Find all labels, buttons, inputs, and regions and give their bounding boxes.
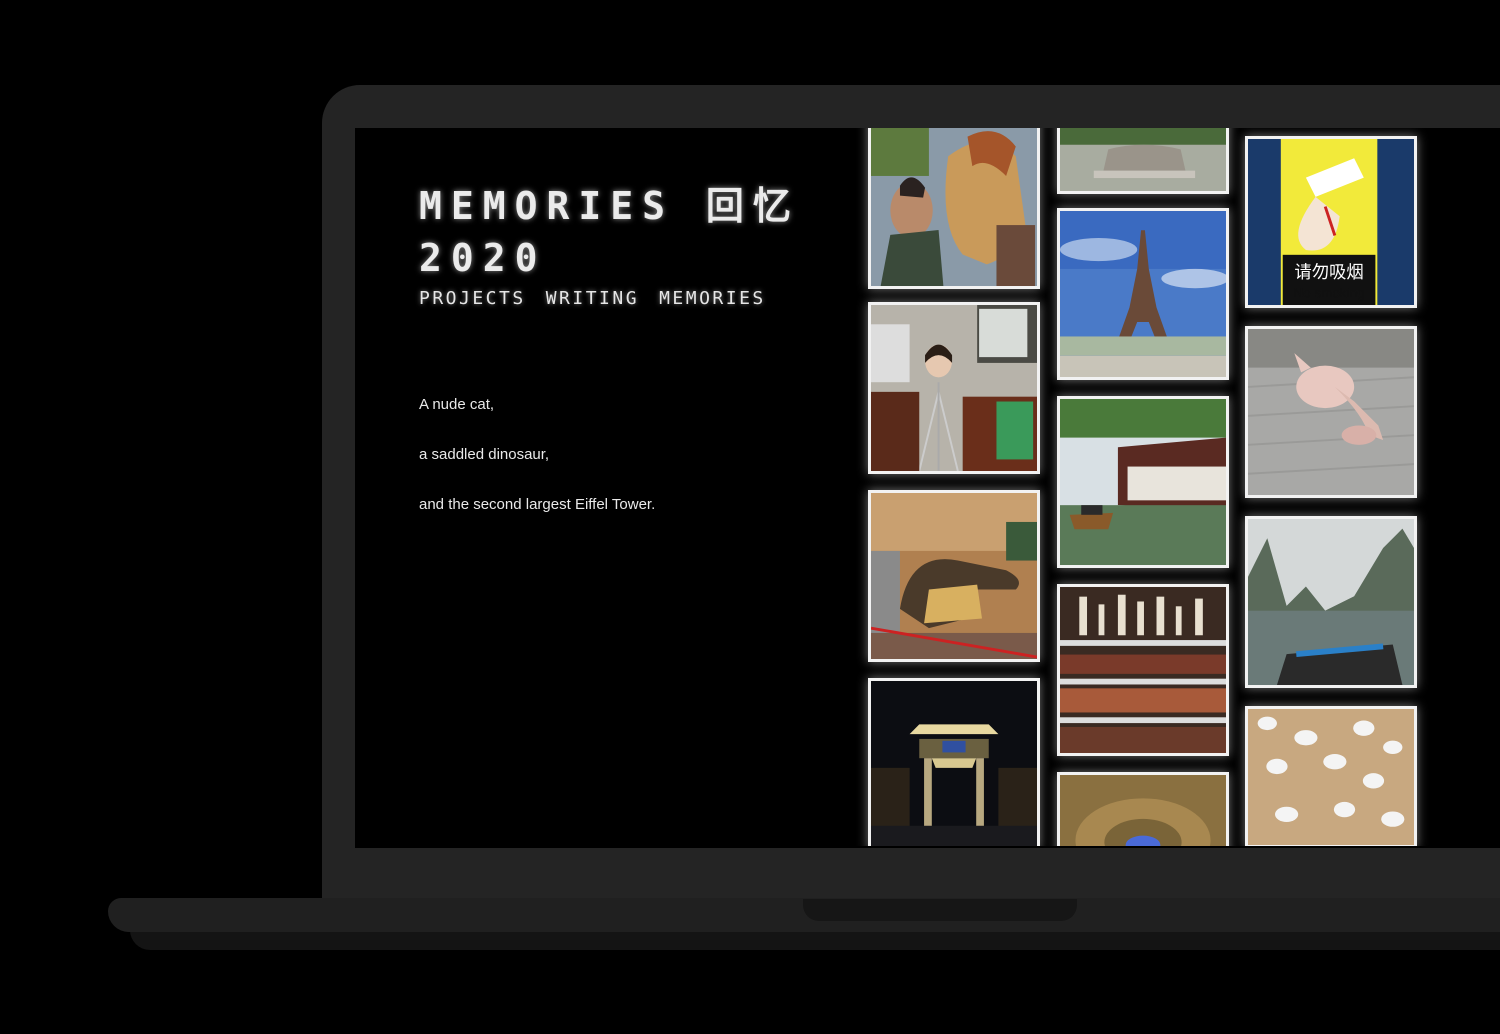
- poem-line: and the second largest Eiffel Tower.: [419, 496, 656, 513]
- site-title-line1[interactable]: MEMORIES 回忆: [419, 184, 800, 228]
- photo-warrior-horse-statue[interactable]: [868, 128, 1040, 289]
- site-title-line2[interactable]: 2020: [419, 236, 547, 280]
- laptop-notch: [803, 899, 1077, 921]
- photo-night-gate[interactable]: [868, 678, 1040, 846]
- poem-text: A nude cat, a saddled dinosaur, and the …: [419, 396, 655, 546]
- photo-image: [1060, 399, 1226, 565]
- photo-image: [871, 305, 1037, 471]
- photo-stone-monument[interactable]: [1057, 128, 1229, 194]
- photo-image: [1248, 329, 1414, 495]
- photo-image: 请勿吸烟 No smoking: [1248, 139, 1414, 305]
- photo-image: [1060, 587, 1226, 753]
- photo-image: [871, 681, 1037, 846]
- photo-no-smoking-sign[interactable]: 请勿吸烟 No smoking: [1245, 136, 1417, 308]
- photo-mannequin-head-tripod[interactable]: [868, 302, 1040, 474]
- sign-text-en: No smoking: [1293, 285, 1364, 300]
- photo-gallery: 请勿吸烟 No smoking: [868, 128, 1498, 846]
- nav-link-projects[interactable]: PROJECTS: [419, 288, 526, 309]
- sign-text-zh: 请勿吸烟: [1294, 263, 1363, 283]
- laptop-screen: MEMORIES 回忆 2020 PROJECTS WRITING MEMORI…: [365, 128, 1500, 846]
- nav-link-memories[interactable]: MEMORIES: [659, 288, 766, 309]
- photo-brush-shop[interactable]: [1057, 584, 1229, 756]
- photo-image: [871, 128, 1037, 286]
- photo-ornate-ceiling[interactable]: [1057, 772, 1229, 846]
- photo-image: [1060, 775, 1226, 846]
- photo-image: [1060, 128, 1226, 191]
- photo-image: [1060, 211, 1226, 377]
- nav-link-writing[interactable]: WRITING: [545, 288, 640, 309]
- photo-river-karst[interactable]: [1245, 516, 1417, 688]
- poem-line: A nude cat,: [419, 396, 495, 413]
- photo-image: [871, 493, 1037, 659]
- main-nav: PROJECTS WRITING MEMORIES: [419, 288, 766, 309]
- photo-image: [1248, 519, 1414, 685]
- laptop-base-shadow: [130, 930, 1500, 950]
- photo-nude-cat[interactable]: [1245, 326, 1417, 498]
- poem-line: a saddled dinosaur,: [419, 446, 550, 463]
- photo-saddled-dinosaur[interactable]: [868, 490, 1040, 662]
- photo-canal-boat[interactable]: [1057, 396, 1229, 568]
- photo-eggshells[interactable]: [1245, 706, 1417, 846]
- site-title[interactable]: MEMORIES 回忆 2020: [419, 180, 800, 284]
- photo-eiffel-tower[interactable]: [1057, 208, 1229, 380]
- photo-image: [1248, 709, 1414, 845]
